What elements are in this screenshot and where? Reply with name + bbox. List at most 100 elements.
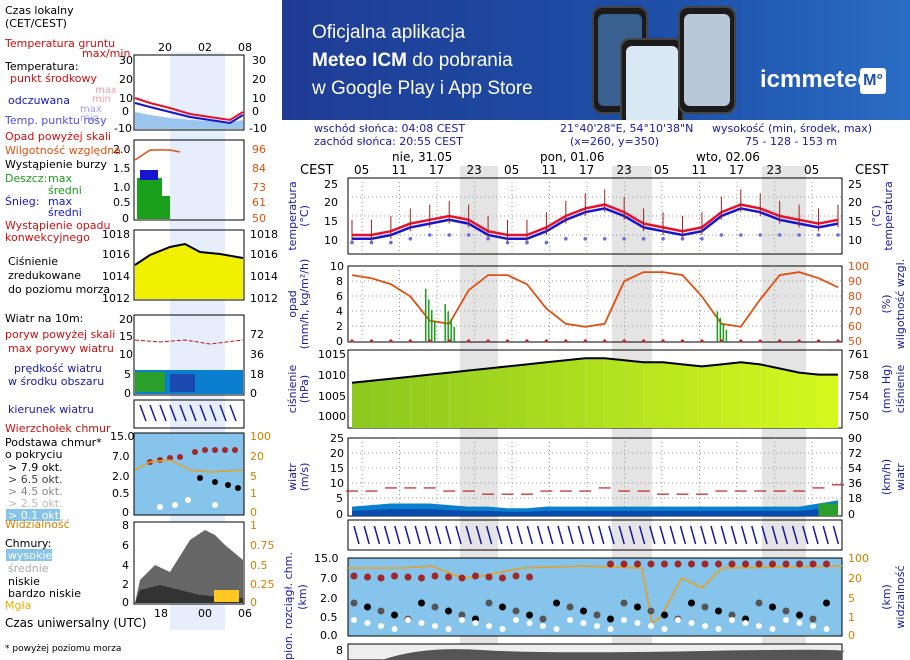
legend-fog-bar [214, 590, 239, 602]
wind-arrow [751, 525, 758, 545]
pressure-column [682, 364, 702, 428]
vis-tick: 1 [848, 611, 855, 624]
cloudbase-dots [350, 560, 830, 632]
legend-temp-min: min [92, 94, 111, 105]
cloud-low-dot [715, 626, 722, 632]
legend-precip-over: Opad powyżej skali [5, 130, 111, 143]
legend-soil2: max/min [82, 47, 130, 60]
precip-tick: 2.0 [113, 143, 131, 156]
hour-label: 05 [504, 163, 519, 177]
precip-baseline-dot [836, 339, 840, 343]
cloud-base-dot [688, 599, 695, 607]
hour-label: 17 [579, 163, 594, 177]
humidity-tick: 70 [848, 305, 862, 318]
cloud-low-dot [796, 620, 803, 626]
cloud-base-dot [364, 603, 371, 611]
cloud-low-dot [729, 617, 735, 623]
cloud-base-dot [661, 611, 668, 619]
wind-arrow [761, 525, 768, 545]
wind-axis-title-r: wiatr [894, 463, 907, 491]
app-banner[interactable]: Oficjalna aplikacja Meteo ICM do pobrani… [282, 0, 910, 120]
icm-logo-box: M° [860, 68, 886, 94]
legend-gust-line [134, 339, 244, 345]
series-marks [346, 189, 844, 495]
legend-feels-max: max [80, 104, 102, 115]
humidity-tick: 50 [252, 212, 266, 225]
precip-tick: 1.5 [113, 162, 131, 175]
dew-point-dot [777, 233, 782, 237]
wind-arrow [434, 525, 442, 545]
cloud-low-dot [742, 620, 749, 626]
cl-tick: 8 [122, 519, 129, 532]
precip-baseline-dot [642, 339, 646, 343]
cloud-base-dot [647, 607, 655, 615]
legend-c-low: niskie [8, 575, 40, 588]
wind-arrow [700, 525, 707, 545]
legend-wind-plot [133, 314, 245, 396]
legend-top-tick: 08 [238, 41, 252, 54]
precip-tick: 4 [336, 305, 343, 318]
legend-wind-arrows [139, 404, 237, 422]
dew-point-dot [602, 237, 607, 241]
legend-clouds-low [135, 530, 243, 603]
day-label: pon, 01.06 [540, 150, 605, 164]
humidity-tick: 73 [252, 181, 266, 194]
legend-snow-max: max [48, 195, 72, 208]
cloud-low-dot [378, 623, 384, 629]
cloud-base-dot [431, 603, 439, 611]
wind-arrow [791, 525, 799, 545]
cloud-low-dot [459, 617, 465, 623]
cloudbase-panel-frame [347, 557, 843, 637]
legend-wind: Wiatr na 10m: [5, 312, 83, 325]
humidity-tick: 80 [848, 290, 862, 303]
pressure-fill [352, 358, 838, 428]
wind-arrow [557, 525, 564, 545]
dew-point-dot [661, 237, 665, 241]
humidity-tick: 84 [252, 162, 266, 175]
cloud-top-dot [715, 560, 722, 568]
dew-point-dot [622, 237, 626, 241]
wind-tick: 20 [330, 447, 344, 460]
wind-arrow [394, 525, 401, 545]
wind-arrow [740, 525, 748, 545]
cloud-top-dot [472, 572, 479, 580]
dew-point-dot [836, 233, 840, 237]
press-tick: 1014 [102, 270, 130, 283]
cloud-low-dot [405, 617, 411, 623]
wind-tick-r: 36 [250, 348, 264, 361]
cloud-low-dot [540, 623, 546, 629]
clouds-tick: 8 [336, 644, 343, 657]
wind-speed-inner [352, 507, 838, 516]
legend-winddir-plot [133, 399, 245, 429]
wind-tick: 15 [119, 330, 133, 343]
legend-wind-mean2: w środku obszaru [8, 375, 104, 388]
wind-arrow [628, 525, 636, 545]
press-tick: 1000 [318, 410, 346, 423]
pressure-column [740, 362, 761, 428]
temp-tick-r: 0 [252, 105, 259, 118]
wind-tick-r: 18 [848, 492, 862, 505]
dew-point-dot [389, 240, 393, 245]
humidity-line [351, 271, 839, 328]
legend-storm: Wystąpienie burzy [5, 158, 107, 171]
legend-rain-mean: średni [48, 184, 82, 197]
cloud-base-dot [620, 599, 628, 607]
legend-high-bg [6, 549, 52, 561]
humidity-tick: 50 [848, 335, 862, 348]
pressure-column [410, 374, 430, 428]
pressure-column [429, 372, 450, 428]
precip-baseline-dot [622, 339, 626, 343]
wind-arrow [587, 525, 595, 545]
wind-arrow [414, 525, 421, 545]
wind-arrow [659, 525, 666, 545]
dew-point-dot [680, 237, 685, 241]
legend-temp-line [134, 97, 244, 122]
cloud-top-dot [701, 560, 709, 568]
precip-tick: 0 [122, 212, 129, 225]
cb-tick: 0 [122, 506, 129, 519]
temp-tick: 15 [324, 215, 338, 228]
hour-label: 05 [654, 163, 669, 177]
precip-baseline-dot [739, 339, 743, 343]
cloud-base-dot [458, 611, 466, 619]
wind-arrow [373, 525, 381, 545]
